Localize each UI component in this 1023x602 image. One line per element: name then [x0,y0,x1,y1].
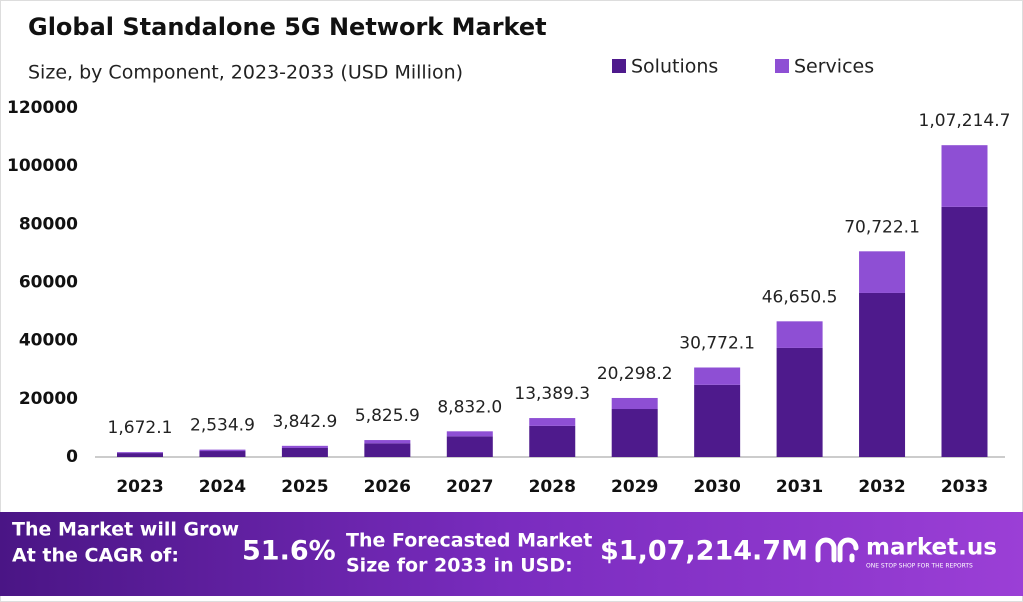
bar-segment [859,251,906,293]
bar-segment [694,367,741,385]
x-tick-label: 2023 [116,477,163,497]
bar-segment [529,425,576,457]
logo-icon [815,537,859,563]
y-tick-label: 120000 [7,98,78,118]
y-tick-label: 100000 [7,156,78,176]
total-label: 13,389.3 [514,384,590,404]
x-tick-label: 2033 [941,477,988,497]
bar-segment [199,449,246,452]
bar-segment [199,451,246,457]
bar-segment [446,436,493,457]
chart-subtitle: Size, by Component, 2023-2033 (USD Milli… [28,62,463,84]
bar-segment [611,409,658,457]
x-tick-label: 2030 [693,477,740,497]
bar-segment [694,384,741,457]
cagr-value: 51.6% [242,536,336,567]
legend-label: Solutions [631,56,718,78]
x-tick-label: 2025 [281,477,328,497]
legend-swatch [775,59,789,73]
bar-segment [446,431,493,437]
total-label: 1,672.1 [108,418,173,438]
bar-segment [776,321,823,348]
x-tick-label: 2026 [364,477,411,497]
cagr-text: At the CAGR of: [12,545,179,567]
x-tick-label: 2024 [199,477,246,497]
bar-segment [529,418,576,426]
total-label: 5,825.9 [355,406,420,426]
legend-label: Services [794,56,874,78]
bar-segment [281,447,328,457]
bar-segment [776,347,823,457]
bar-segment [941,145,988,207]
forecast-text: The Forecasted Market [346,530,592,552]
total-label: 2,534.9 [190,416,255,436]
total-label: 3,842.9 [272,412,337,432]
total-label: 30,772.1 [679,334,755,354]
total-label: 8,832.0 [437,397,502,417]
y-tick-label: 0 [66,447,78,467]
bar-segment [859,292,906,457]
total-label: 70,722.1 [844,217,920,237]
x-tick-label: 2028 [529,477,576,497]
x-tick-label: 2031 [776,477,823,497]
forecast-value: $1,07,214.7M [600,536,808,567]
bar-segment [281,445,328,448]
y-tick-label: 80000 [19,214,78,234]
x-tick-label: 2029 [611,477,658,497]
bar-segment [611,397,658,410]
total-label: 46,650.5 [762,287,838,307]
bar-segment [117,453,163,457]
legend-swatch [612,59,626,73]
chart-title: Global Standalone 5G Network Market [28,13,547,41]
cagr-text: The Market will Grow [12,519,239,541]
bar-segment [364,443,411,457]
tagline: ONE STOP SHOP FOR THE REPORTS [866,563,973,570]
y-tick-label: 60000 [19,273,78,293]
total-label: 1,07,214.7 [919,111,1011,131]
x-tick-label: 2027 [446,477,493,497]
bar-segment [117,452,163,454]
bar-segment [941,206,988,457]
brand: market.us [866,535,997,561]
y-tick-label: 20000 [19,389,78,409]
x-tick-label: 2032 [858,477,905,497]
bar-segment [364,440,411,444]
forecast-text: Size for 2033 in USD: [346,555,573,577]
total-label: 20,298.2 [597,364,673,384]
y-tick-label: 40000 [19,331,78,351]
